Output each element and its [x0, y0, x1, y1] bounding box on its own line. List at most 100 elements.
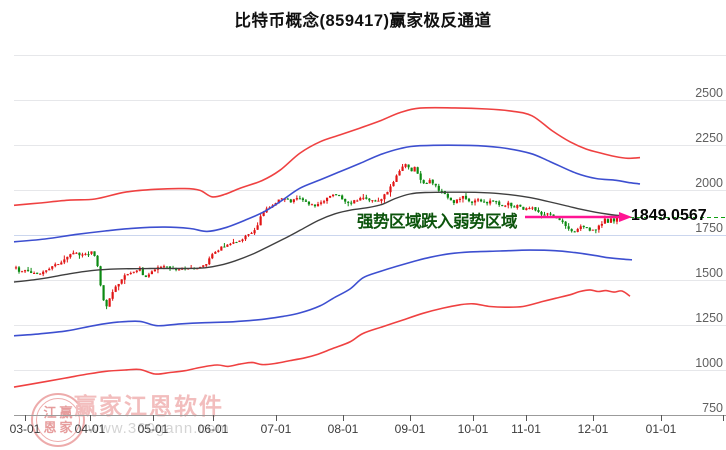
y-tick-label: 750	[702, 401, 723, 415]
x-tick-label: 08-01	[328, 422, 359, 436]
candle-body	[374, 200, 377, 202]
candle-body	[528, 208, 531, 210]
candle-body	[316, 204, 320, 207]
candle-body	[431, 179, 434, 184]
y-tick-label: 1750	[695, 221, 723, 235]
candle-body	[253, 230, 256, 234]
candle-body	[434, 183, 437, 186]
candle-body	[464, 195, 468, 199]
candle-body	[564, 221, 567, 227]
candle-body	[398, 170, 401, 176]
candle-body	[612, 218, 616, 222]
candle-body	[594, 229, 597, 231]
candle-body	[87, 254, 90, 256]
candle-body	[437, 185, 440, 191]
candle-body	[513, 206, 516, 208]
candle-body	[141, 267, 144, 276]
candle-body	[226, 244, 229, 247]
candle-body	[123, 275, 126, 280]
candle-body	[597, 225, 600, 230]
candle-body	[516, 205, 519, 208]
candle-body	[220, 246, 223, 251]
candle-body	[310, 204, 314, 206]
candle-body	[615, 217, 619, 222]
candle-body	[461, 196, 465, 199]
candle-body	[549, 213, 552, 215]
candle-body	[362, 197, 365, 199]
candle-body	[591, 229, 594, 231]
candle-body	[600, 223, 603, 226]
candle-body	[298, 198, 301, 200]
candle-body	[132, 271, 135, 273]
candle-body	[328, 195, 332, 198]
candle-body	[344, 198, 347, 202]
candle-body	[537, 210, 540, 213]
candle-body	[147, 274, 150, 277]
price-pointer-arrow	[525, 212, 632, 222]
candle-body	[380, 199, 383, 202]
candle-body	[256, 225, 259, 230]
candle-body	[470, 201, 474, 203]
candle-body	[510, 202, 513, 207]
x-tick-label: 12-01	[578, 422, 609, 436]
candle-body	[519, 204, 522, 207]
candle-body	[440, 190, 443, 192]
y-axis-labels: 2500 2250 2000 1750 1500 1250 1000 750	[695, 86, 723, 415]
x-tick-label: 07-01	[261, 422, 292, 436]
candle-body	[280, 198, 283, 200]
candle-body	[111, 292, 114, 299]
candle-body	[159, 266, 163, 268]
candle-body	[60, 262, 63, 265]
gann-seal-characters: 江赢 恩家	[36, 398, 80, 442]
candle-body	[93, 251, 96, 256]
gann-seal-watermark: 江赢 恩家	[31, 393, 85, 447]
candle-body	[410, 167, 413, 172]
candle-body	[90, 251, 93, 254]
candle-body	[129, 273, 132, 275]
candle-body	[546, 213, 549, 215]
candle-body	[307, 201, 311, 205]
candle-body	[561, 220, 564, 222]
x-tick-label: 10-01	[458, 422, 489, 436]
candle-body	[531, 207, 534, 209]
candle-body	[383, 194, 386, 200]
x-tick-label: 06-01	[198, 422, 229, 436]
candle-body	[168, 266, 172, 269]
x-tick-label: 11-01	[511, 422, 541, 436]
candle-body	[223, 246, 226, 248]
candle-body	[313, 204, 317, 207]
candle-body	[120, 279, 123, 284]
upper-red-channel-line	[13, 106, 641, 207]
candle-body	[347, 201, 350, 203]
candle-body	[66, 256, 69, 260]
candle-body	[401, 166, 404, 171]
candle-body	[543, 214, 546, 216]
candle-body	[341, 195, 344, 200]
candle-body	[30, 271, 33, 273]
candle-body	[17, 267, 21, 272]
candle-body	[42, 271, 45, 275]
candle-body	[338, 195, 341, 197]
candle-body	[244, 235, 247, 240]
candle-body	[205, 264, 208, 266]
candle-body	[20, 271, 24, 273]
candle-body	[534, 207, 537, 211]
candle-body	[229, 243, 232, 246]
candle-body	[479, 199, 483, 202]
candle-body	[558, 218, 561, 221]
candle-body	[319, 202, 323, 204]
candle-body	[99, 266, 102, 286]
x-tick-label: 01-01	[646, 422, 677, 436]
candle-body	[473, 200, 477, 203]
candle-body	[23, 270, 27, 272]
candle-body	[235, 242, 238, 244]
candle-body	[498, 201, 501, 205]
candle-body	[232, 242, 235, 244]
candle-body	[419, 173, 422, 180]
candle-body	[609, 218, 613, 223]
candle-body	[45, 270, 48, 272]
candle-body	[501, 205, 504, 207]
candle-body	[585, 227, 588, 229]
candle-body	[582, 225, 585, 227]
